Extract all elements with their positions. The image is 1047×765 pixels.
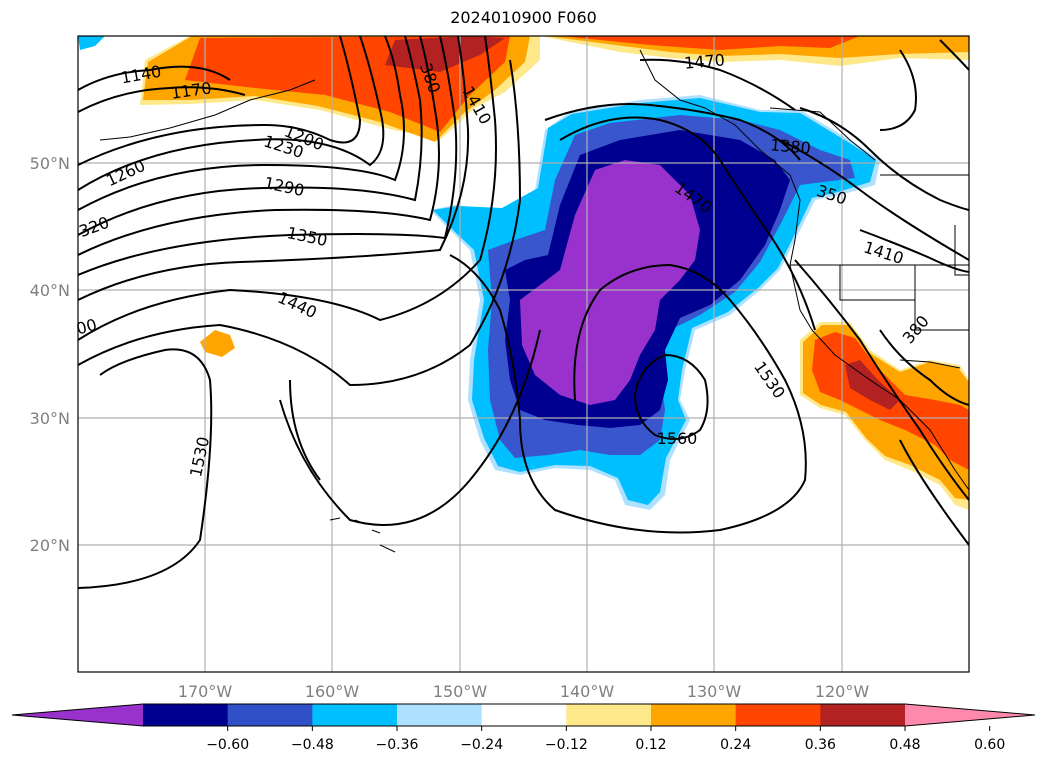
lon-labels: 170°W 160°W 150°W 140°W 130°W 120°W xyxy=(178,682,870,701)
anomaly-firebrick-nw xyxy=(385,36,505,72)
anomaly-orange-spot xyxy=(200,330,235,357)
contour-label-1380-east: 1380 xyxy=(769,135,811,157)
colorbar-tick-label: 0.12 xyxy=(635,737,666,753)
colorbar-extend-high xyxy=(905,704,1035,726)
colorbar: −0.60 −0.48 −0.36 −0.24 −0.12 0.12 0.24 0.36 0.4… xyxy=(11,703,1036,753)
colorbar-tick-label: −0.24 xyxy=(460,737,503,753)
anomaly-cyan-corner xyxy=(78,36,105,50)
colorbar-swatch xyxy=(481,704,567,726)
colorbar-tick-label: −0.36 xyxy=(376,737,419,753)
lat-label-30n: 30°N xyxy=(30,409,70,428)
contour-label-380-east: 380 xyxy=(899,312,933,348)
contour-label-1560: 1560 xyxy=(657,429,698,448)
colorbar-swatch xyxy=(820,704,906,726)
shading-layer xyxy=(78,36,969,510)
lon-label-140w: 140°W xyxy=(560,682,615,701)
colorbar-tick-label: 0.36 xyxy=(805,737,836,753)
contour-label-1290: 1290 xyxy=(262,173,306,200)
contour-label-1440: 1440 xyxy=(275,288,320,322)
contour-label-1410-east: 1410 xyxy=(861,237,906,268)
colorbar-swatch xyxy=(143,704,229,726)
lon-label-160w: 160°W xyxy=(305,682,360,701)
colorbar-swatch xyxy=(312,704,398,726)
colorbar-tick-label: −0.12 xyxy=(545,737,588,753)
colorbar-swatch xyxy=(566,704,652,726)
colorbar-outline xyxy=(11,703,1036,727)
contour-label-1350: 1350 xyxy=(285,223,329,250)
colorbar-tick-label: 0.60 xyxy=(974,737,1005,753)
contour-label-1530-east: 1530 xyxy=(750,358,789,402)
colorbar-tick-label: −0.48 xyxy=(291,737,334,753)
colorbar-extend-low xyxy=(12,704,143,726)
height-contours xyxy=(78,36,969,589)
lon-label-170w: 170°W xyxy=(178,682,233,701)
lon-label-150w: 150°W xyxy=(433,682,488,701)
contour-label-320: 320 xyxy=(77,213,112,241)
colorbar-tick-label: −0.60 xyxy=(206,737,249,753)
colorbar-tick-label: 0.48 xyxy=(889,737,920,753)
anomaly-redorange-ne xyxy=(560,36,860,50)
contour-label-1470-north: 1470 xyxy=(683,50,725,72)
map-frame xyxy=(77,35,970,673)
lon-label-130w: 130°W xyxy=(687,682,742,701)
colorbar-swatch xyxy=(651,704,737,726)
contour-label-00: 00 xyxy=(74,315,99,339)
lon-label-120w: 120°W xyxy=(815,682,870,701)
colorbar-swatch xyxy=(735,704,821,726)
lat-labels: 20°N 30°N 40°N 50°N xyxy=(30,154,70,555)
lat-label-50n: 50°N xyxy=(30,154,70,173)
chart-title: 2024010900 F060 xyxy=(450,8,597,27)
lat-label-40n: 40°N xyxy=(30,281,70,300)
colorbar-swatch xyxy=(397,704,483,726)
lat-label-20n: 20°N xyxy=(30,536,70,555)
contour-label-1260: 1260 xyxy=(103,156,148,190)
colorbar-swatch xyxy=(227,704,313,726)
colorbar-tick-label: 0.24 xyxy=(720,737,751,753)
